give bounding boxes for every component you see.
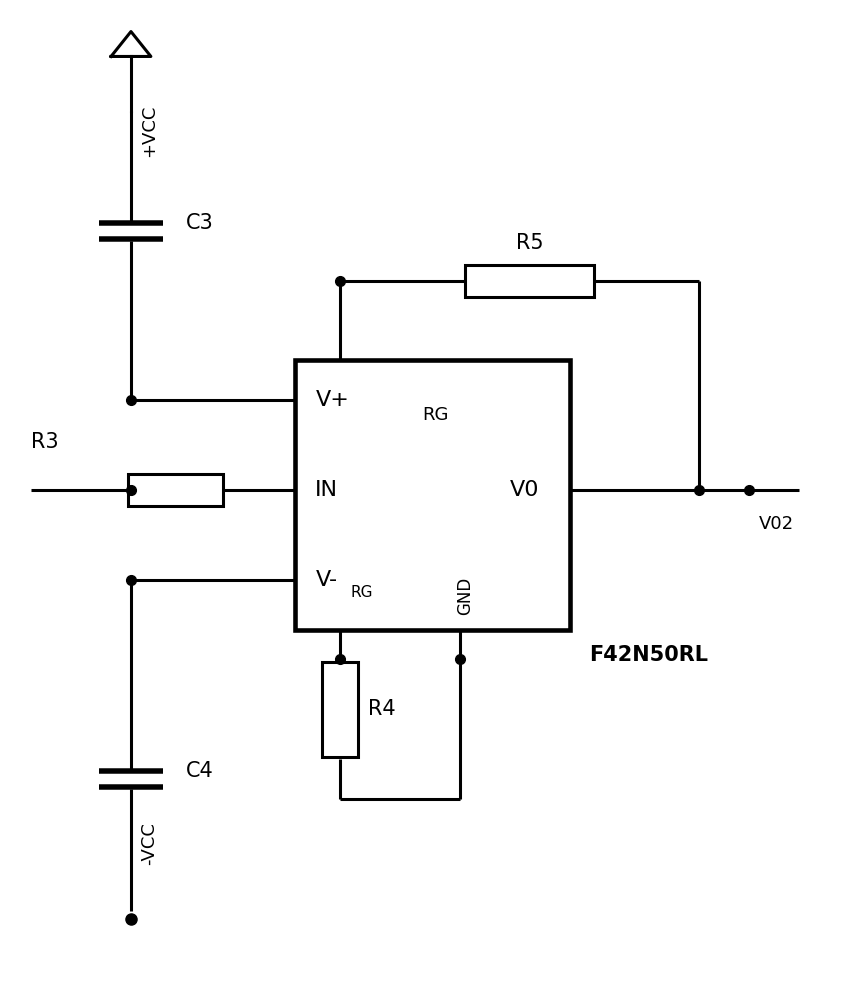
Bar	[295, 360, 570, 630]
Text: V-: V-	[316, 570, 338, 590]
Text: C4: C4	[186, 761, 214, 781]
Text: RG: RG	[423, 406, 449, 424]
Text: C3: C3	[186, 213, 214, 233]
Text: R3: R3	[31, 432, 59, 452]
Bar	[322, 662, 358, 757]
Text: R4: R4	[368, 699, 396, 719]
Text: +VCC: +VCC	[140, 105, 158, 157]
Bar	[465, 265, 594, 297]
Text: -VCC: -VCC	[140, 822, 158, 865]
Text: F42N50RL: F42N50RL	[589, 645, 708, 665]
Text: RG: RG	[350, 585, 373, 600]
Text: GND: GND	[456, 576, 473, 615]
Bar	[128, 474, 223, 506]
Text: V02: V02	[759, 515, 794, 533]
Text: V+: V+	[316, 390, 349, 410]
Text: R5: R5	[516, 233, 544, 253]
Text: V0: V0	[510, 480, 539, 500]
Text: IN: IN	[316, 480, 338, 500]
